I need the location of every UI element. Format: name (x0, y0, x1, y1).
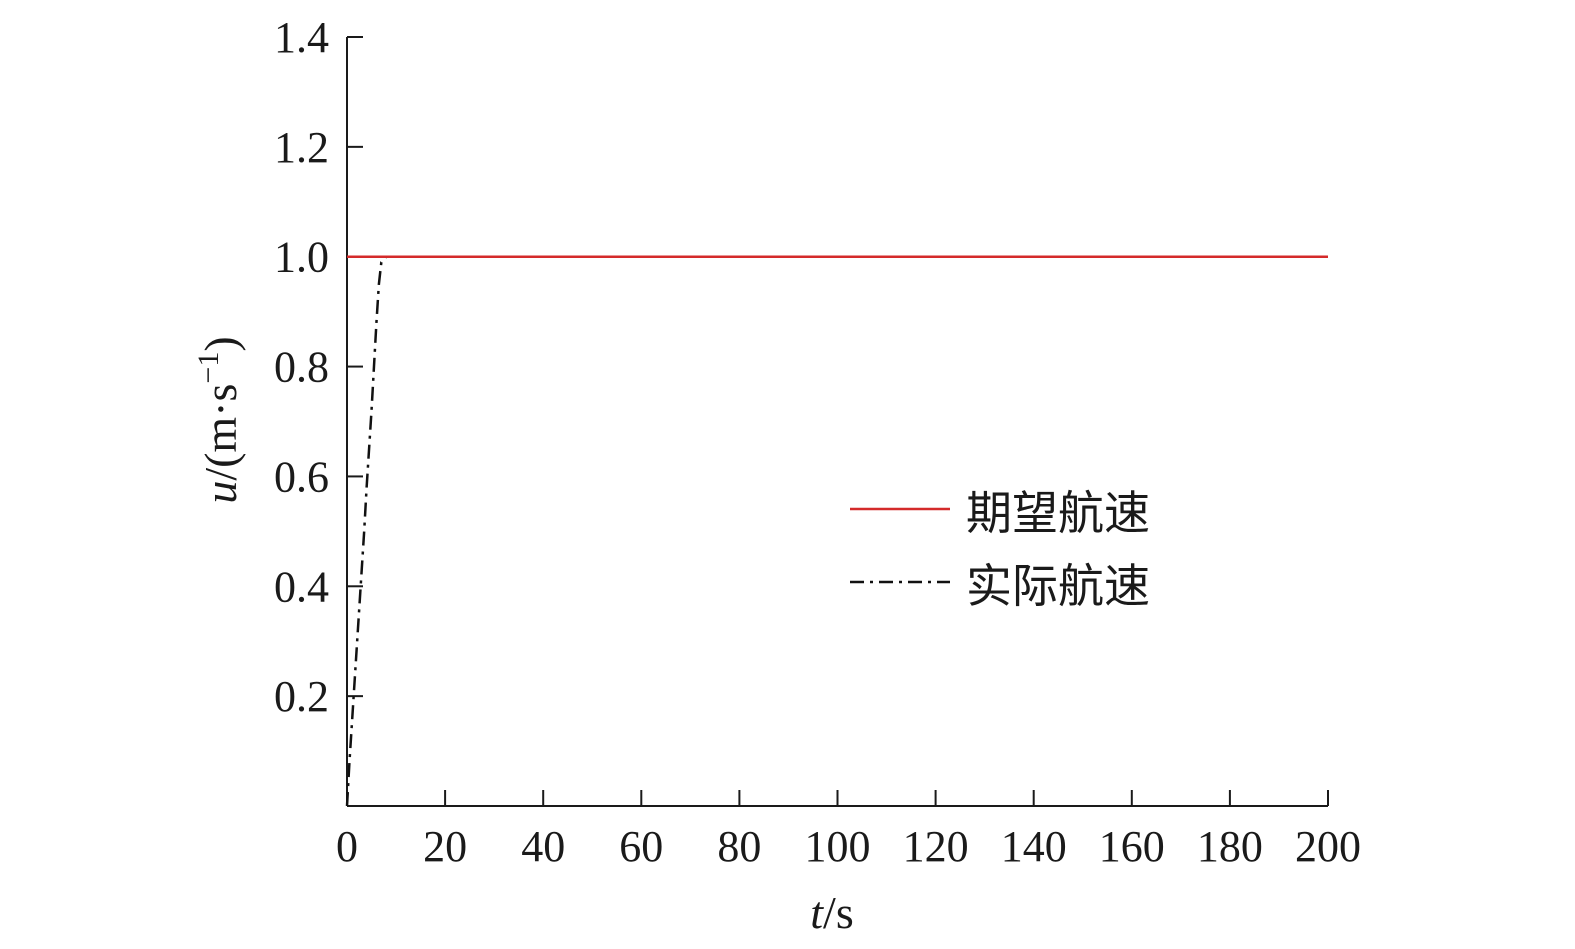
legend-label-1: 实际航速 (966, 559, 1150, 613)
y-axis-label-pre: /(m·s (195, 384, 246, 481)
x-tick-label: 80 (717, 822, 761, 871)
x-tick-label: 100 (805, 822, 871, 871)
y-tick-label: 1.0 (274, 233, 329, 282)
x-tick-label: 60 (619, 822, 663, 871)
x-tick-label: 120 (903, 822, 969, 871)
x-tick-label: 0 (336, 822, 358, 871)
x-axis-label: t/s (810, 887, 853, 938)
series-line-1 (345, 255, 1328, 807)
x-tick-label: 40 (521, 822, 565, 871)
series-layer (345, 255, 1328, 807)
axes (346, 37, 1328, 807)
y-axis-label-var: u (195, 481, 246, 504)
x-tick-label: 180 (1197, 822, 1263, 871)
x-tick-label: 140 (1001, 822, 1067, 871)
x-axis-label-unit: /s (823, 887, 854, 938)
legend-label-0: 期望航速 (966, 486, 1150, 540)
x-ticks: 0 20 40 60 80 100 120 140 160 180 200 (336, 790, 1361, 871)
x-tick-label: 200 (1295, 822, 1361, 871)
y-ticks: 0.2 0.4 0.6 0.8 1.0 1.2 1.4 (274, 13, 363, 721)
y-axis-label-post: ) (195, 336, 246, 351)
y-tick-label: 1.2 (274, 123, 329, 172)
x-tick-label: 20 (423, 822, 467, 871)
y-tick-label: 1.4 (274, 13, 329, 62)
y-tick-label: 0.8 (274, 343, 329, 392)
x-tick-label: 160 (1099, 822, 1165, 871)
y-axis-label-sup: −1 (192, 352, 225, 384)
y-tick-label: 0.4 (274, 562, 329, 611)
y-tick-label: 0.2 (274, 672, 329, 721)
x-axis-label-var: t (810, 887, 824, 938)
y-axis-label: u/(m·s−1) (192, 336, 246, 503)
y-tick-label: 0.6 (274, 452, 329, 501)
